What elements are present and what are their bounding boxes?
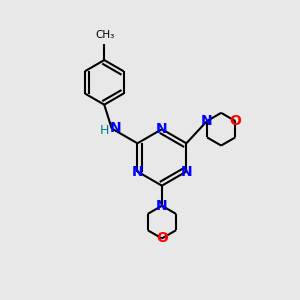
Text: H: H: [100, 124, 109, 137]
Text: N: N: [201, 114, 213, 128]
Text: CH₃: CH₃: [95, 30, 115, 40]
Text: N: N: [132, 164, 143, 178]
Text: N: N: [156, 122, 168, 136]
Text: N: N: [110, 122, 122, 136]
Text: O: O: [156, 231, 168, 245]
Text: N: N: [156, 199, 168, 213]
Text: O: O: [230, 114, 241, 128]
Text: N: N: [181, 164, 192, 178]
